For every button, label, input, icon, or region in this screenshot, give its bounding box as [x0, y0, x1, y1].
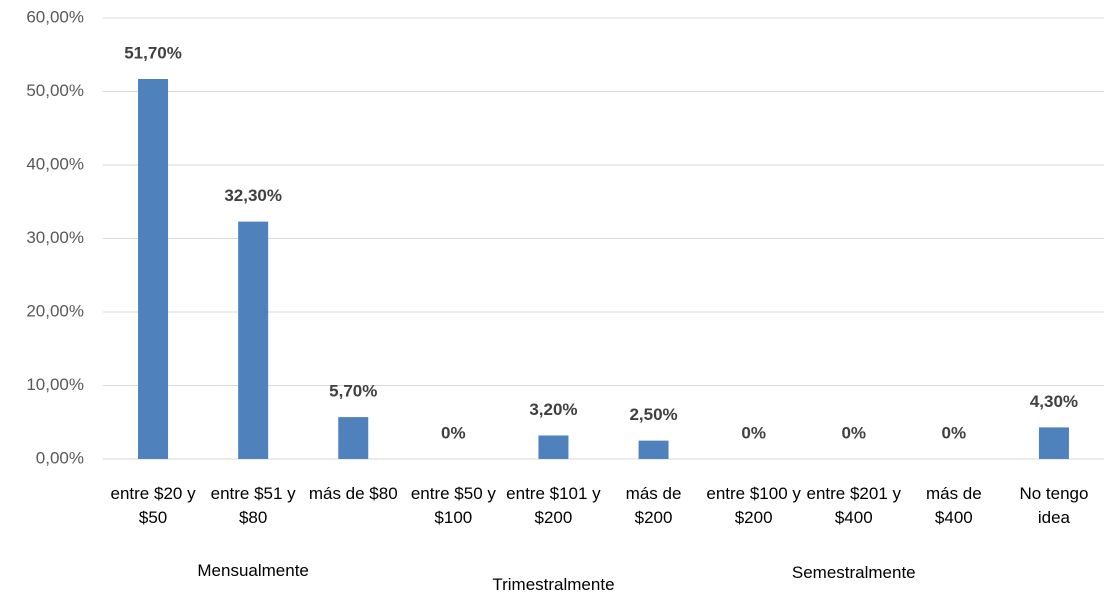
value-label: 4,30% — [1030, 392, 1078, 411]
value-label: 5,70% — [329, 382, 377, 401]
value-label: 0% — [942, 423, 967, 442]
value-label: 0% — [441, 423, 466, 442]
x-tick-label: más de $200 — [625, 484, 682, 527]
y-tick-label: 40,00% — [26, 154, 84, 173]
value-label: 3,20% — [529, 400, 577, 419]
x-tick-label: más de $80 — [308, 484, 398, 503]
bar — [1038, 427, 1069, 459]
bar — [638, 440, 669, 459]
value-label: 0% — [741, 423, 766, 442]
group-label: Trimestralmente — [492, 575, 615, 594]
x-tick-label: entre $51 y $80 — [210, 484, 296, 527]
value-label: 0% — [841, 423, 866, 442]
x-tick-label: entre $20 y $50 — [110, 484, 196, 527]
x-tick-label: entre $201 y $400 — [806, 484, 901, 527]
bar — [538, 435, 569, 459]
y-tick-label: 0,00% — [36, 448, 84, 467]
group-label: Mensualmente — [197, 561, 309, 580]
x-tick-label: entre $50 y $100 — [410, 484, 496, 527]
bar — [338, 417, 369, 459]
x-tick-label: entre $100 y $200 — [706, 484, 801, 527]
y-tick-label: 20,00% — [26, 301, 84, 320]
value-label: 51,70% — [124, 43, 182, 62]
group-label: Semestralmente — [791, 563, 916, 582]
y-tick-label: 30,00% — [26, 228, 84, 247]
bar — [138, 79, 169, 459]
y-tick-label: 60,00% — [26, 7, 84, 26]
x-tick-label: entre $101 y $200 — [506, 484, 601, 527]
bar — [238, 221, 269, 459]
y-tick-label: 10,00% — [26, 375, 84, 394]
value-label: 32,30% — [224, 186, 282, 205]
x-tick-label: No tengo idea — [1019, 484, 1089, 527]
x-tick-label: más de $400 — [925, 484, 982, 527]
y-tick-label: 50,00% — [26, 81, 84, 100]
value-label: 2,50% — [629, 405, 677, 424]
